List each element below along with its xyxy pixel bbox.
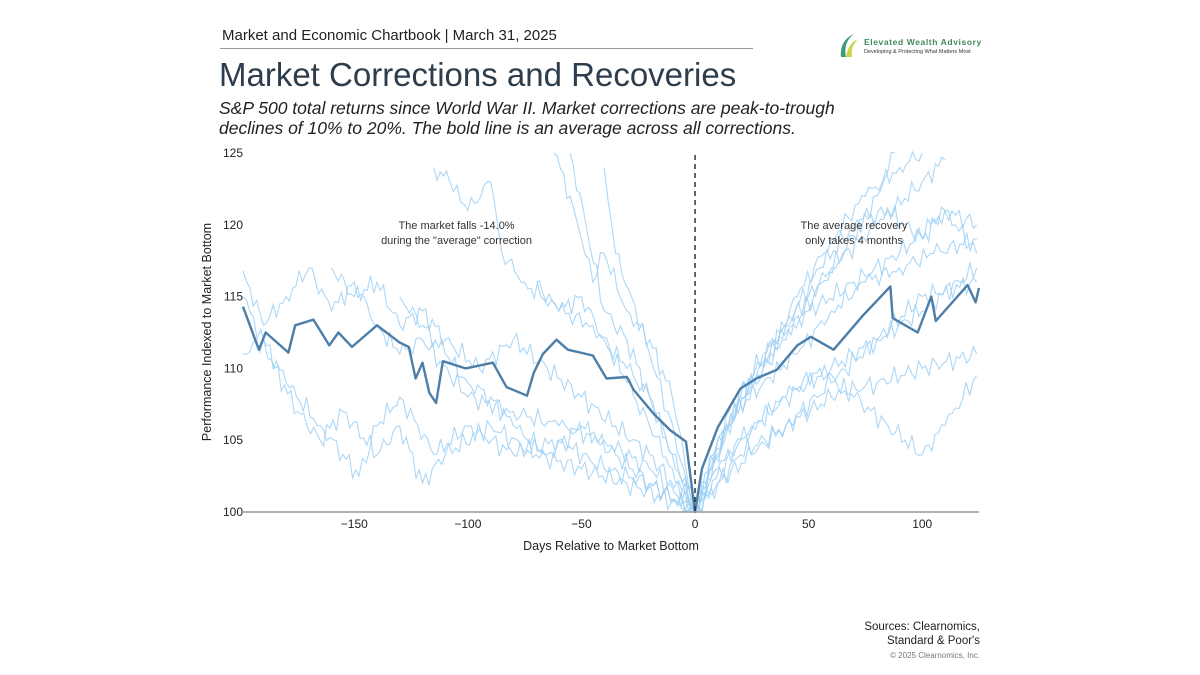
- annotation-line: only takes 4 months: [805, 235, 903, 247]
- correction-line: [433, 150, 923, 514]
- x-tick-label: −100: [454, 517, 481, 531]
- annotations: The market falls -14.0% during the "avera…: [381, 220, 908, 247]
- subtitle: S&P 500 total returns since World War II…: [219, 98, 835, 138]
- sources: Sources: Clearnomics, Standard & Poor's: [864, 620, 980, 648]
- x-axis-label: Days Relative to Market Bottom: [523, 539, 699, 553]
- logo-name: Elevated Wealth Advisory: [864, 36, 982, 47]
- correction-line: [603, 167, 977, 513]
- chartbook-header: Market and Economic Chartbook | March 31…: [222, 27, 557, 44]
- y-tick-label: 100: [223, 505, 243, 519]
- annotation: The average recovery only takes 4 months: [801, 220, 908, 247]
- correction-line: [535, 280, 978, 514]
- annotation-line: The average recovery: [801, 220, 908, 232]
- average-line-group: [241, 283, 981, 514]
- x-tick-label: −50: [571, 517, 592, 531]
- y-tick-label: 105: [223, 433, 243, 447]
- correction-lines: [242, 150, 978, 514]
- subtitle-line-1: S&P 500 total returns since World War II…: [219, 98, 835, 118]
- annotation-line: during the "average" correction: [381, 235, 532, 247]
- y-tick-labels: 100 105 110 115 120 125: [223, 146, 243, 519]
- correction-line: [553, 152, 978, 513]
- x-tick-label: 100: [912, 517, 932, 531]
- correction-line: [331, 206, 978, 513]
- header-divider: [220, 48, 753, 49]
- leaf-swoosh-icon: [840, 34, 858, 57]
- correction-line: [569, 151, 896, 513]
- x-tick-label: 0: [692, 517, 699, 531]
- y-axis-label: Performance Indexed to Market Bottom: [200, 223, 214, 441]
- subtitle-line-2: declines of 10% to 20%. The bold line is…: [219, 118, 796, 138]
- y-tick-label: 110: [224, 361, 243, 375]
- page-title: Market Corrections and Recoveries: [219, 56, 737, 93]
- correction-line: [242, 338, 978, 514]
- y-tick-label: 115: [224, 290, 243, 304]
- x-tick-label: −150: [341, 517, 368, 531]
- correction-line: [399, 276, 978, 514]
- logo-tagline: Developing & Protecting What Matters Mos…: [864, 48, 971, 55]
- correction-line: [242, 262, 978, 514]
- logo: Elevated Wealth Advisory Developing & Pr…: [838, 33, 982, 59]
- y-tick-label: 125: [223, 146, 243, 160]
- sources-line-1: Sources: Clearnomics,: [864, 621, 980, 633]
- x-tick-labels: −150 −100 −50 0 50 100: [341, 517, 933, 531]
- x-tick-label: 50: [802, 517, 816, 531]
- average-line: [241, 283, 981, 514]
- copyright: © 2025 Clearnomics, Inc.: [890, 651, 980, 660]
- correction-line: [242, 156, 946, 513]
- annotation-line: The market falls -14.0%: [398, 220, 514, 232]
- y-tick-label: 120: [223, 218, 243, 232]
- sources-line-2: Standard & Poor's: [887, 635, 980, 647]
- annotation: The market falls -14.0% during the "avera…: [381, 220, 532, 247]
